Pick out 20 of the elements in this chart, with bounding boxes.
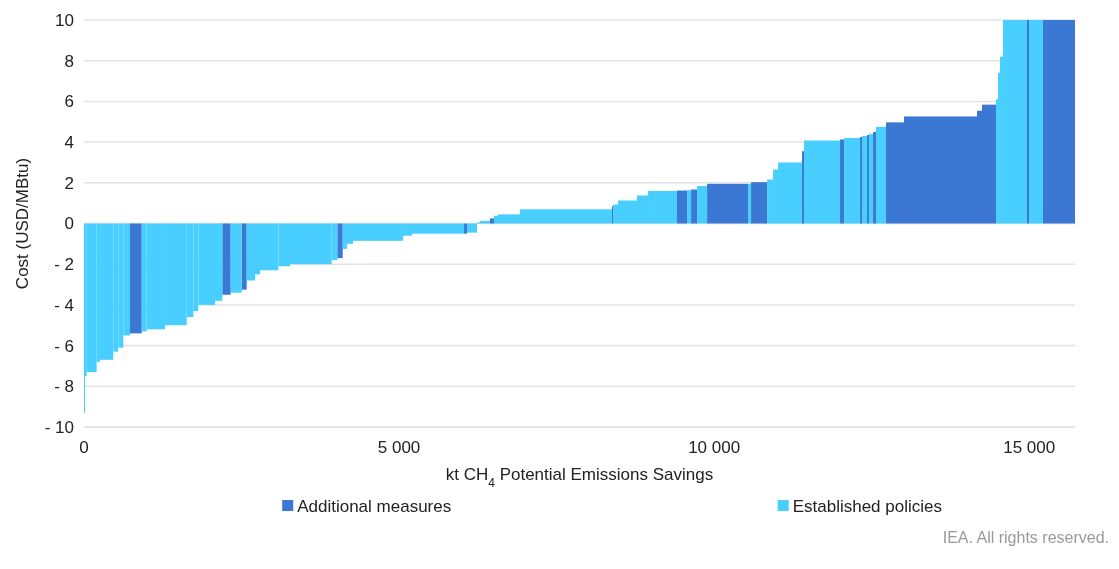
y-tick-label: - 10	[44, 417, 74, 437]
text: IEA. All rights reserved.	[942, 529, 1109, 546]
y-tick-label: 10	[55, 10, 74, 30]
y-tick-label: - 6	[54, 336, 74, 356]
x-tick-label: 15 000	[1003, 438, 1056, 457]
x-tick-label: 10 000	[688, 438, 741, 457]
y-tick-label: 2	[64, 173, 74, 193]
x-tick-label: 0	[79, 438, 89, 457]
y-tick-label: 6	[64, 92, 74, 112]
y-tick-label: - 8	[54, 377, 74, 397]
y-tick-label: - 4	[54, 295, 74, 315]
y-axis-title: Cost (USD/MBtu)	[13, 157, 32, 290]
legend-label: Additional measures	[297, 496, 452, 516]
y-tick-label: 4	[64, 133, 74, 153]
y-tick-label: 0	[64, 214, 74, 234]
x-tick-label: 5 000	[377, 438, 421, 457]
legend-label: Established policies	[792, 496, 943, 516]
x-axis-title: kt CH$_{4}$ Potential Emissions Savings	[445, 465, 714, 490]
y-tick-label: - 2	[54, 255, 74, 275]
y-tick-label: 8	[64, 51, 74, 71]
